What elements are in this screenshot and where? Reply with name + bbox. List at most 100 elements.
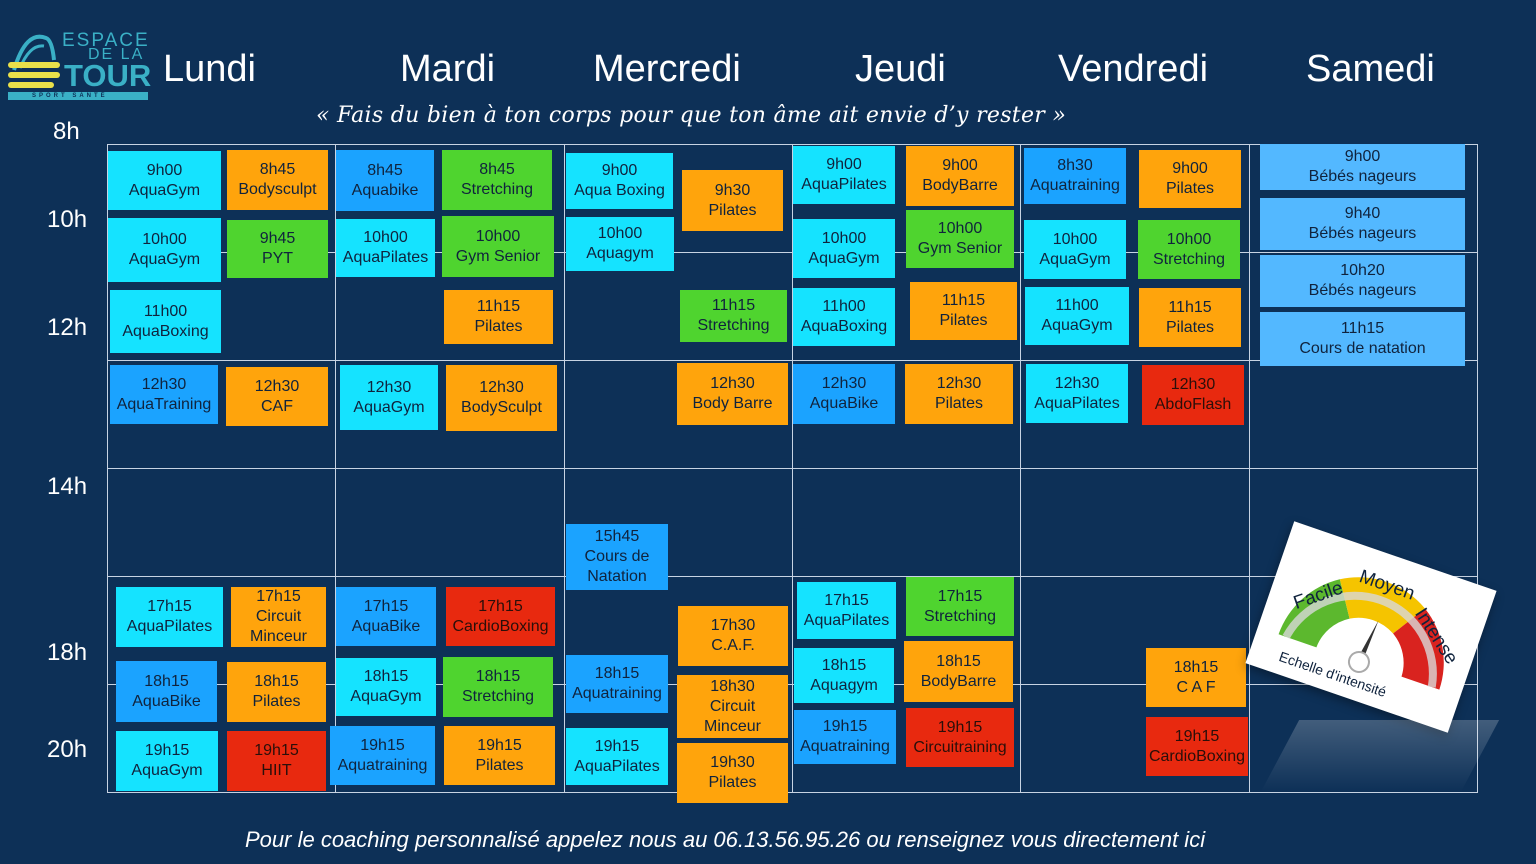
class-time: 10h00 (1052, 230, 1098, 248)
class-name: Aquatraining (337, 756, 428, 774)
class-time: 9h45 (259, 230, 296, 247)
class-time: 18h15 (254, 673, 299, 690)
class-time: 11h15 (1340, 320, 1385, 337)
class-time: 19h15 (360, 736, 405, 754)
class-name: Gym Senior (455, 247, 541, 265)
class-card: 18h15 AquaGym (336, 658, 436, 716)
class-name-line2: Minceur (250, 628, 307, 645)
class-card: 15h45 Cours de Natation (566, 524, 668, 590)
grid-divider (107, 360, 1478, 361)
class-time: 9h40 (1344, 205, 1381, 222)
coaching-contact-text[interactable]: Pour le coaching personnalisé appelez no… (245, 827, 1206, 852)
class-time: 10h20 (1340, 262, 1385, 279)
class-name: Aquagym (586, 245, 654, 262)
class-card: 18h15 Pilates (227, 662, 326, 722)
class-card: 19h30 Pilates (677, 743, 788, 803)
logo-line-tour: TOUR (64, 58, 152, 93)
class-time: 10h00 (475, 227, 521, 245)
class-time: 19h15 (144, 742, 190, 759)
class-card: 11h15 Pilates (1139, 288, 1241, 347)
class-card: 17h15 AquaPilates (116, 587, 223, 647)
class-name: Aquagym (810, 676, 878, 694)
class-card: 10h00 AquaPilates (336, 219, 435, 277)
class-name: AquaGym (353, 398, 425, 416)
class-name: AquaGym (128, 251, 201, 268)
day-header-lundi: Lundi (163, 48, 256, 90)
class-name: AquaPilates (803, 611, 890, 629)
class-time: 8h45 (367, 161, 403, 179)
motto-quote: « Fais du bien à ton corps pour que ton … (316, 103, 1067, 128)
class-time: 12h30 (479, 379, 524, 396)
class-card: 9h00 BodyBarre (906, 146, 1014, 206)
class-card: 18h15 Aquagym (794, 648, 894, 703)
class-time: 8h45 (259, 161, 296, 178)
class-time: 18h15 (594, 665, 640, 682)
class-card: 8h45 Stretching (442, 150, 552, 210)
class-time: 11h15 (476, 298, 521, 315)
logo-line-de-la: DE LA (88, 46, 145, 63)
grid-divider (107, 684, 1478, 685)
class-time: 19h15 (937, 718, 983, 736)
class-card: 10h00 Gym Senior (906, 210, 1014, 268)
hour-label-12h: 12h (47, 314, 88, 341)
class-name: Stretching (460, 181, 534, 198)
class-card: 19h15 AquaPilates (566, 728, 668, 785)
class-time: 17h15 (363, 597, 409, 615)
intensity-arc-medium (1339, 577, 1425, 634)
class-time: 12h30 (936, 375, 982, 392)
class-card: 12h30 Pilates (905, 364, 1013, 424)
class-time: 19h30 (710, 754, 755, 771)
class-time: 19h15 (1174, 727, 1220, 745)
class-name: BodyBarre (922, 177, 998, 194)
class-time: 10h00 (821, 229, 867, 247)
class-time: 18h30 (710, 677, 755, 695)
espace-de-la-tour-logo: ESPACE DE LA TOUR SPORT SANTÉ (6, 30, 152, 104)
class-card: 9h00 AquaGym (108, 151, 221, 210)
class-name: AquaBoxing (800, 318, 888, 335)
day-header-samedi: Samedi (1306, 48, 1435, 90)
class-time: 17h15 (478, 597, 523, 615)
class-card: 12h30 AquaGym (340, 365, 438, 430)
class-name: HIIT (261, 762, 292, 779)
class-card: 9h00 Pilates (1139, 150, 1241, 208)
class-card: 19h15 Aquatraining (330, 726, 435, 785)
class-name: Bébés nageurs (1308, 168, 1417, 185)
class-name: Bébés nageurs (1308, 225, 1417, 242)
class-time: 11h15 (1168, 298, 1212, 316)
class-name: AquaTraining (116, 395, 212, 413)
class-card: 12h30 AbdoFlash (1142, 365, 1244, 425)
class-card: 10h00 Stretching (1138, 220, 1240, 279)
class-time: 17h15 (937, 587, 983, 605)
class-card: 17h15 Stretching (906, 577, 1014, 636)
class-card: 19h15 Pilates (444, 726, 555, 785)
class-card: 9h45 PYT (227, 220, 328, 278)
class-card: 19h15 CardioBoxing (1146, 717, 1248, 776)
logo-tagline: SPORT SANTÉ (32, 93, 108, 99)
hour-label-10h: 10h (47, 206, 88, 233)
class-time: 18h15 (144, 672, 189, 690)
class-name: C A F (1176, 678, 1216, 696)
class-name: C.A.F. (711, 637, 755, 654)
class-name: AquaPilates (126, 618, 213, 635)
class-name: Pilates (1165, 318, 1215, 336)
class-time: 11h15 (711, 297, 756, 314)
class-card: 11h15 Pilates (444, 290, 553, 344)
class-card: 11h15 Pilates (910, 282, 1017, 340)
class-name: Aquatraining (572, 685, 662, 702)
class-card: 10h00 AquaGym (793, 219, 895, 278)
class-card: 10h00 Aquagym (566, 217, 674, 271)
class-name: AquaGym (808, 249, 880, 267)
class-time: 12h30 (254, 377, 300, 395)
class-card: 17h15 AquaPilates (797, 582, 896, 639)
class-time: 10h00 (597, 225, 643, 242)
class-card: 17h30 C.A.F. (678, 606, 788, 666)
class-time: 11h00 (1055, 297, 1099, 314)
class-card: 9h30 Pilates (682, 170, 783, 231)
hour-label-8h: 8h (53, 118, 80, 145)
class-name: CardioBoxing (452, 617, 549, 635)
class-card: 18h15 BodyBarre (904, 641, 1013, 702)
class-time: 17h15 (147, 598, 192, 615)
class-time: 10h00 (1166, 230, 1212, 248)
class-card: 12h30 Body Barre (677, 363, 788, 425)
class-name: Body Barre (692, 395, 773, 412)
